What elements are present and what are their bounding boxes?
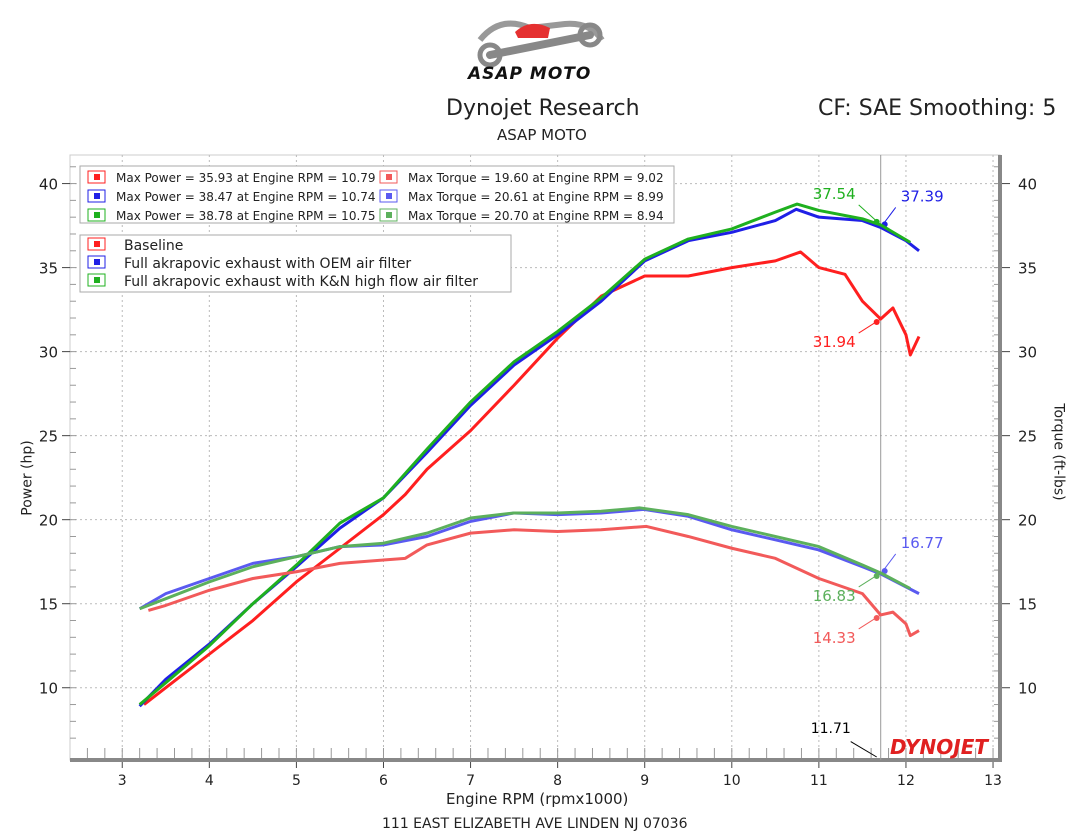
cursor-value-arrowhead — [873, 614, 880, 621]
y2-tick-label: 30 — [1018, 344, 1037, 362]
cursor-value-arrowhead — [873, 572, 880, 579]
x-tick-label: 7 — [466, 773, 475, 789]
y-tick-label: 20 — [39, 512, 58, 530]
x-tick-label: 10 — [723, 773, 741, 789]
series-line-torque-0 — [147, 524, 920, 638]
logo-text: ASAP MOTO — [468, 64, 592, 84]
report-title: Dynojet Research — [446, 96, 640, 121]
max-legend-entry: Max Power = 35.93 at Engine RPM = 10.79 — [116, 171, 376, 185]
series-line-power-0 — [143, 250, 921, 706]
legend-entry: Full akrapovic exhaust with OEM air filt… — [124, 256, 411, 272]
legend-swatch-fill — [94, 193, 100, 199]
logo-graphic — [477, 20, 605, 68]
y-tick-label: 40 — [39, 176, 58, 194]
y-tick-label: 10 — [39, 680, 58, 698]
cursor-value-arrowhead — [873, 319, 880, 326]
y2-tick-label: 40 — [1018, 176, 1037, 194]
x-tick-label: 8 — [553, 773, 562, 789]
x-tick-label: 6 — [379, 773, 388, 789]
cursor-rpm-arrow — [850, 741, 877, 758]
y2-tick-label: 15 — [1018, 596, 1037, 614]
legend-swatch-fill — [94, 259, 100, 265]
legend-swatch-fill — [94, 277, 100, 283]
max-legend-entry: Max Torque = 19.60 at Engine RPM = 9.02 — [408, 171, 664, 185]
legend-swatch-fill — [386, 212, 392, 218]
cursor-value-label: 14.33 — [813, 629, 856, 647]
x-axis-label: Engine RPM (rpmx1000) — [446, 790, 629, 808]
y-tick-label: 30 — [39, 344, 58, 362]
y-tick-label: 25 — [39, 428, 58, 446]
max-legend-entry: Max Torque = 20.70 at Engine RPM = 8.94 — [408, 209, 664, 223]
legend-entry: Baseline — [124, 238, 183, 254]
legend-swatch-fill — [386, 193, 392, 199]
report-subtitle: ASAP MOTO — [497, 126, 587, 144]
legend-swatch-fill — [94, 212, 100, 218]
max-values-legend — [79, 165, 675, 224]
x-tick-label: 13 — [984, 773, 1002, 789]
cursor-value-label: 16.83 — [813, 587, 856, 605]
x-tick-label: 12 — [897, 773, 915, 789]
x-tick-label: 11 — [810, 773, 828, 789]
cursor-value-label: 37.39 — [901, 187, 944, 205]
y2-tick-label: 25 — [1018, 428, 1037, 446]
y-tick-label: 15 — [39, 596, 58, 614]
series-line-torque-2 — [139, 506, 912, 611]
max-legend-entry: Max Power = 38.78 at Engine RPM = 10.75 — [116, 209, 376, 223]
series-legend — [79, 234, 512, 293]
y2-tick-label: 10 — [1018, 680, 1037, 698]
series-line-power-2 — [138, 202, 912, 706]
x-tick-label: 3 — [118, 773, 127, 789]
cursor-value-arrowhead — [873, 218, 880, 225]
cursor-value-label: 16.77 — [901, 534, 944, 552]
x-tick-label: 4 — [205, 773, 214, 789]
legend-swatch-fill — [386, 174, 392, 180]
y-tick-label: 35 — [39, 260, 58, 278]
legend-swatch-fill — [94, 174, 100, 180]
legend-swatch-fill — [94, 241, 100, 247]
y2-tick-label: 35 — [1018, 260, 1037, 278]
x-tick-label: 5 — [292, 773, 301, 789]
x-tick-label: 9 — [640, 773, 649, 789]
max-legend-entry: Max Torque = 20.61 at Engine RPM = 8.99 — [408, 190, 664, 204]
correction-factor: CF: SAE Smoothing: 5 — [818, 96, 1057, 121]
cursor-rpm-label: 11.71 — [811, 721, 851, 737]
y2-tick-label: 20 — [1018, 512, 1037, 530]
dynojet-watermark: DYNOJET — [890, 735, 989, 759]
footer-address: 111 EAST ELIZABETH AVE LINDEN NJ 07036 — [382, 816, 688, 832]
plot-area — [69, 154, 1001, 761]
legend-entry: Full akrapovic exhaust with K&N high flo… — [124, 274, 478, 290]
cursor-value-arrowhead — [881, 567, 888, 574]
cursor-value-label: 37.54 — [813, 185, 856, 203]
cursor-value-label: 31.94 — [813, 333, 856, 351]
max-legend-entry: Max Power = 38.47 at Engine RPM = 10.74 — [116, 190, 376, 204]
